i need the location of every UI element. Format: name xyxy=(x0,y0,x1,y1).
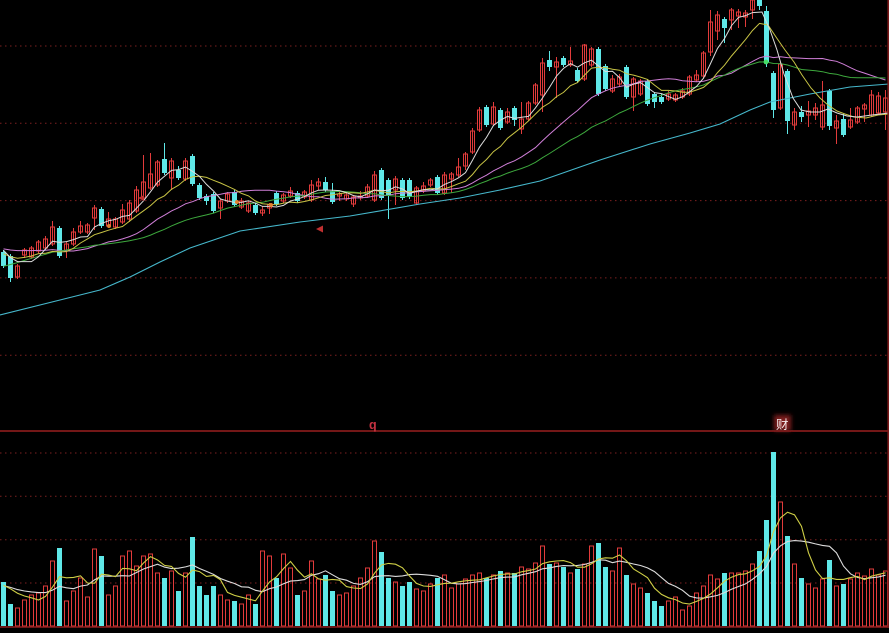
svg-text:财: 财 xyxy=(776,418,789,432)
svg-text:q: q xyxy=(369,418,377,432)
